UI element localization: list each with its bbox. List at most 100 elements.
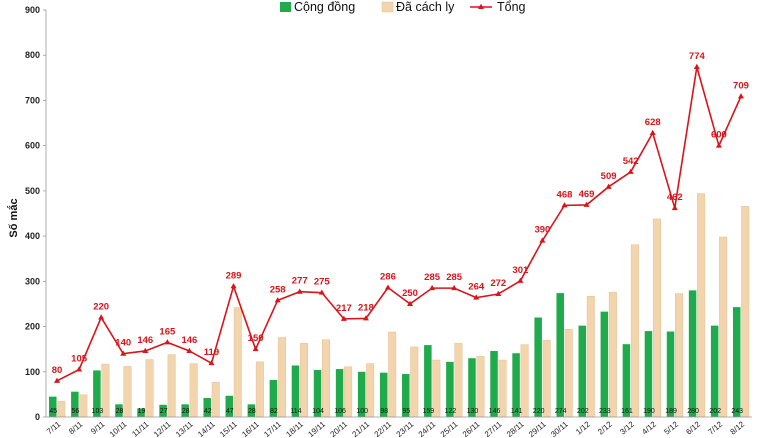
x-tick-label: 7/11: [45, 419, 63, 436]
x-tick-label: 26/11: [461, 419, 482, 438]
x-tick-label: 25/11: [439, 419, 460, 438]
tong-point: [583, 201, 590, 207]
bar-da-cach-ly: [322, 339, 331, 418]
tong-value-label: 285: [446, 272, 463, 283]
bar-cong-dong: [688, 290, 697, 417]
tong-point: [561, 202, 568, 208]
x-tick-label: 20/11: [328, 419, 349, 438]
tong-point: [186, 347, 193, 353]
cong-dong-value-label: 190: [643, 408, 655, 415]
cong-dong-value-label: 202: [709, 408, 721, 415]
bar-da-cach-ly: [542, 339, 551, 418]
tong-value-label: 105: [71, 354, 88, 365]
x-tick-label: 24/11: [417, 419, 438, 438]
y-tick-label: 500: [25, 186, 40, 196]
tong-value-label: 469: [579, 189, 595, 200]
x-tick-label: 28/11: [505, 419, 526, 438]
bar-da-cach-ly: [741, 206, 750, 418]
bar-cong-dong: [622, 344, 631, 417]
bar-cong-dong: [600, 311, 609, 417]
bar-cong-dong: [379, 372, 388, 417]
cong-dong-value-label: 42: [204, 408, 212, 415]
tong-value-label: 628: [645, 117, 661, 128]
tong-value-label: 272: [490, 278, 506, 289]
bar-da-cach-ly: [586, 296, 595, 418]
bar-cong-dong: [534, 317, 542, 417]
bar-cong-dong: [402, 374, 410, 417]
tong-point: [517, 277, 524, 283]
tong-value-label: 218: [358, 302, 374, 313]
tong-value-label: 285: [424, 272, 441, 283]
tong-value-label: 301: [512, 265, 529, 276]
tong-point: [296, 288, 303, 294]
bar-da-cach-ly: [388, 331, 397, 418]
bar-da-cach-ly: [564, 329, 573, 418]
y-tick-label: 600: [25, 141, 40, 151]
bar-cong-dong: [137, 408, 145, 417]
cong-dong-value-label: 130: [467, 408, 479, 415]
cong-dong-value-label: 28: [116, 408, 124, 415]
legend-label-tong: Tổng: [497, 0, 526, 14]
y-tick-label: 800: [25, 50, 40, 60]
bars: [49, 193, 750, 418]
x-tick-label: 16/11: [240, 419, 261, 438]
cong-dong-value-label: 104: [312, 408, 324, 415]
tong-point: [671, 204, 678, 211]
bar-cong-dong: [710, 325, 719, 417]
bar-cong-dong: [446, 361, 454, 417]
tong-value-label: 286: [380, 272, 396, 283]
cong-dong-value-label: 159: [422, 408, 434, 415]
tong-value-label: 462: [667, 192, 683, 203]
tong-value-label: 264: [468, 282, 485, 293]
x-tick-label: 15/11: [218, 419, 239, 438]
cong-dong-value-label: 106: [334, 408, 346, 415]
y-tick-label: 400: [25, 231, 40, 241]
tong-value-label: 140: [115, 338, 131, 349]
cong-dong-value-label: 100: [356, 408, 368, 415]
tong-point: [230, 283, 237, 289]
tong-value-label: 774: [689, 51, 706, 62]
tong-point: [340, 315, 347, 321]
tong-point: [164, 339, 171, 345]
bar-da-cach-ly: [255, 361, 264, 418]
y-tick-label: 0: [35, 412, 40, 422]
bar-da-cach-ly: [189, 363, 198, 418]
tong-point: [274, 297, 281, 303]
legend-label-cong-dong: Cộng đồng: [294, 0, 355, 14]
bar-da-cach-ly: [608, 291, 617, 418]
tong-value-label: 150: [248, 333, 264, 344]
x-tick-label: 23/11: [395, 419, 416, 438]
tong-point: [451, 284, 458, 291]
bar-cong-dong: [644, 331, 653, 417]
bar-cong-dong: [115, 404, 123, 417]
bar-cong-dong: [71, 391, 79, 417]
tong-value-label: 250: [402, 288, 418, 299]
x-tick-label: 1/12: [574, 419, 592, 436]
cong-dong-value-label: 28: [182, 408, 190, 415]
legend-label-da-cach-ly: Đã cách ly: [396, 0, 455, 14]
bar-da-cach-ly: [410, 346, 419, 418]
cong-dong-value-label: 189: [665, 408, 677, 415]
tong-value-label: 390: [534, 225, 550, 236]
y-tick-label: 300: [25, 276, 40, 286]
cong-dong-value-label: 27: [160, 408, 168, 415]
bar-da-cach-ly: [520, 344, 529, 418]
bar-cong-dong: [203, 398, 211, 417]
tong-point: [715, 142, 722, 148]
bar-da-cach-ly: [277, 337, 286, 418]
bar-da-cach-ly: [697, 193, 706, 418]
tong-point: [76, 366, 83, 372]
cong-dong-value-label: 19: [138, 408, 146, 415]
tong-point: [54, 377, 61, 383]
legend: Cộng đồng Đã cách ly Tổng: [280, 0, 526, 14]
bar-cong-dong: [335, 369, 344, 417]
data-labels: 45 56 103 28 19 27 28 42 47 28 82 114 104 106 100 98 95 1…: [49, 51, 749, 415]
tong-point: [495, 290, 502, 296]
tong-value-label: 220: [93, 302, 109, 313]
x-tick-label: 30/11: [549, 419, 570, 438]
legend-swatch-da-cach-ly: [381, 1, 394, 13]
cong-dong-value-label: 45: [49, 408, 57, 415]
tong-point: [605, 183, 612, 189]
total-line: [54, 63, 744, 383]
x-tick-label: 11/11: [130, 419, 151, 438]
